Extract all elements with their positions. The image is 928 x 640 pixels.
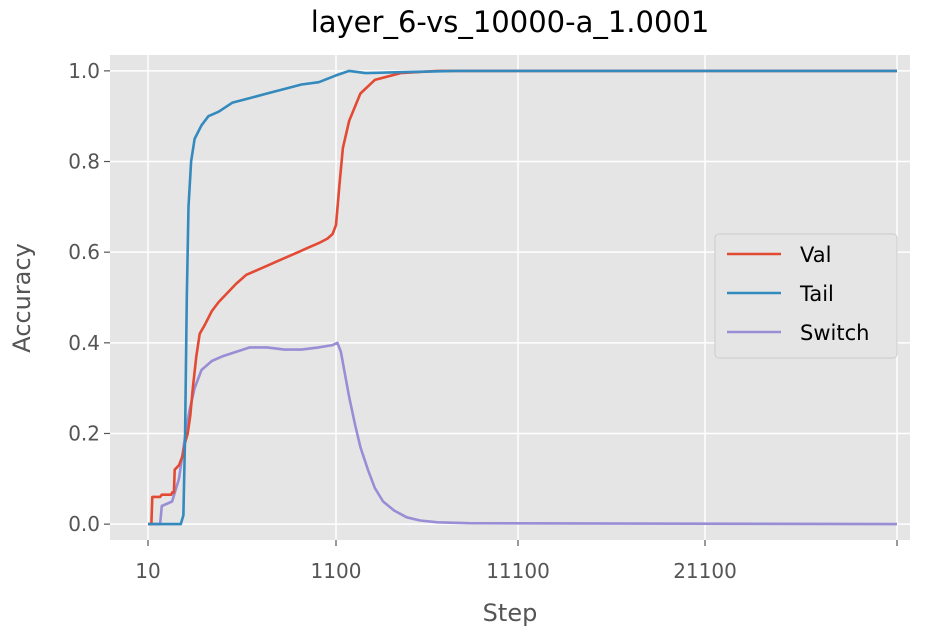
y-tick-label: 0.2 (68, 421, 100, 445)
y-axis-label: Accuracy (8, 243, 36, 353)
legend-label-val: Val (800, 243, 831, 267)
x-tick-label: 21100 (673, 559, 737, 583)
y-axis-ticks: 0.0 0.2 0.4 0.6 0.8 1.0 (68, 59, 110, 536)
legend-box (714, 233, 898, 359)
y-tick-label: 0.8 (68, 150, 100, 174)
series-line-val (148, 69, 897, 526)
y-tick-label: 0.0 (68, 512, 100, 536)
x-axis-ticks: 10 1100 11100 21100 (135, 540, 898, 583)
x-axis-label: Step (483, 599, 538, 627)
x-tick-label: 11100 (486, 559, 550, 583)
legend: Val Tail Switch (714, 233, 898, 359)
legend-label-switch: Switch (800, 321, 869, 345)
chart-title: layer_6-vs_10000-a_1.0001 (311, 5, 710, 39)
y-tick-label: 1.0 (68, 59, 100, 83)
series-layer (148, 69, 898, 526)
x-tick-label: 1100 (311, 559, 362, 583)
y-tick-label: 0.6 (68, 240, 100, 264)
y-tick-label: 0.4 (68, 331, 100, 355)
legend-label-tail: Tail (799, 282, 834, 306)
x-tick-label: 10 (135, 559, 160, 583)
series-line-tail (148, 69, 897, 526)
